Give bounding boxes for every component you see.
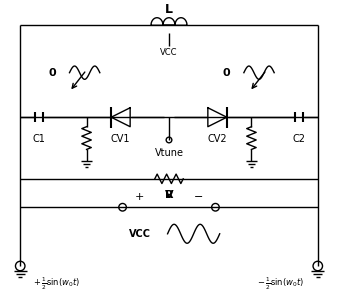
Text: 0: 0 bbox=[223, 68, 231, 78]
Text: +: + bbox=[135, 192, 144, 202]
Text: CV1: CV1 bbox=[111, 134, 130, 144]
Text: 0: 0 bbox=[49, 68, 56, 78]
Text: −: − bbox=[194, 192, 203, 202]
Text: VCC: VCC bbox=[129, 229, 151, 239]
Text: C2: C2 bbox=[292, 134, 305, 144]
Text: V: V bbox=[165, 190, 173, 200]
Text: VCC: VCC bbox=[160, 48, 178, 57]
Text: L: L bbox=[165, 3, 173, 16]
Text: C1: C1 bbox=[33, 134, 46, 144]
Text: R: R bbox=[165, 190, 173, 200]
Text: Vtune: Vtune bbox=[154, 148, 184, 158]
Text: $-\,\frac{1}{2}\sin(w_0 t)$: $-\,\frac{1}{2}\sin(w_0 t)$ bbox=[258, 275, 305, 292]
Text: CV2: CV2 bbox=[208, 134, 227, 144]
Text: $+\,\frac{1}{2}\sin(w_0 t)$: $+\,\frac{1}{2}\sin(w_0 t)$ bbox=[33, 275, 80, 292]
